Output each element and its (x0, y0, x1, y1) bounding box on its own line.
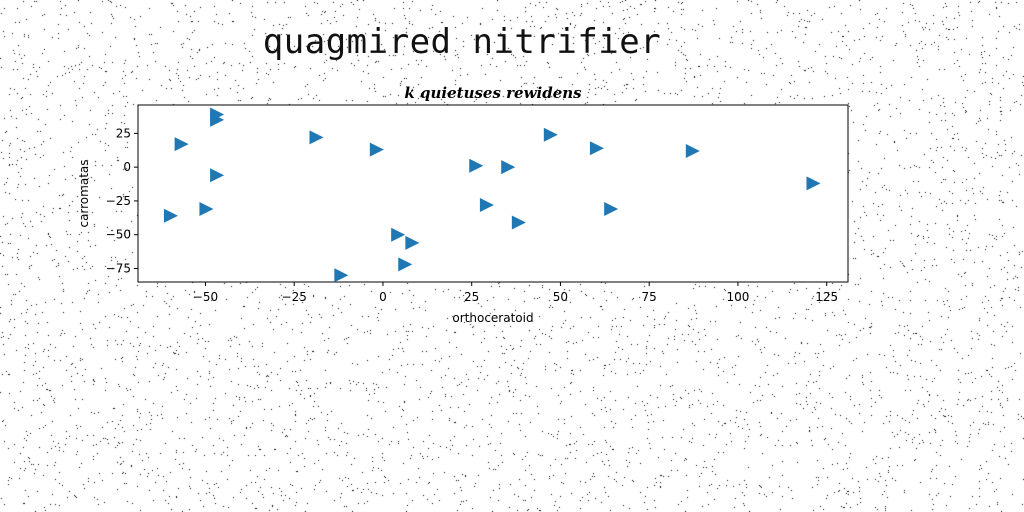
y-axis: −75 −50 −25 0 25 (106, 126, 138, 275)
x-tick-label: 50 (553, 290, 568, 304)
y-tick-label: −25 (106, 194, 131, 208)
data-point (543, 127, 558, 142)
y-tick-label: −50 (106, 228, 131, 242)
x-tick-label: −25 (282, 290, 307, 304)
data-point (685, 143, 700, 158)
data-point (199, 202, 214, 217)
data-point (309, 130, 324, 145)
data-points (163, 107, 821, 283)
data-point (163, 208, 178, 223)
data-point (369, 142, 384, 157)
data-point (210, 168, 225, 183)
x-tick-label: 75 (642, 290, 657, 304)
y-axis-label: carromatas (77, 159, 91, 227)
x-axis: −50 −25 0 25 50 75 100 125 (193, 282, 838, 304)
x-tick-label: −50 (193, 290, 218, 304)
data-point (469, 158, 484, 173)
y-tick-label: 25 (116, 126, 131, 140)
data-point (210, 112, 225, 127)
data-point (405, 235, 420, 250)
data-point (174, 137, 189, 152)
y-tick-label: 0 (123, 160, 131, 174)
data-point (604, 202, 619, 217)
data-point (511, 215, 526, 230)
x-axis-label: orthoceratoid (452, 311, 533, 325)
x-tick-label: 125 (815, 290, 838, 304)
page-title: quagmired nitrifier (262, 22, 662, 62)
data-point (501, 160, 516, 175)
chart-title: k quietuses rewidens (404, 84, 582, 102)
x-tick-label: 0 (379, 290, 387, 304)
data-point (589, 141, 604, 156)
data-point (479, 197, 494, 212)
data-point (398, 257, 413, 272)
y-tick-label: −75 (106, 261, 131, 275)
x-tick-label: 25 (464, 290, 479, 304)
x-tick-label: 100 (726, 290, 749, 304)
data-point (391, 227, 406, 242)
plot-area (137, 104, 849, 283)
data-point (806, 176, 821, 191)
plot-background (138, 105, 848, 282)
data-point (334, 268, 349, 283)
